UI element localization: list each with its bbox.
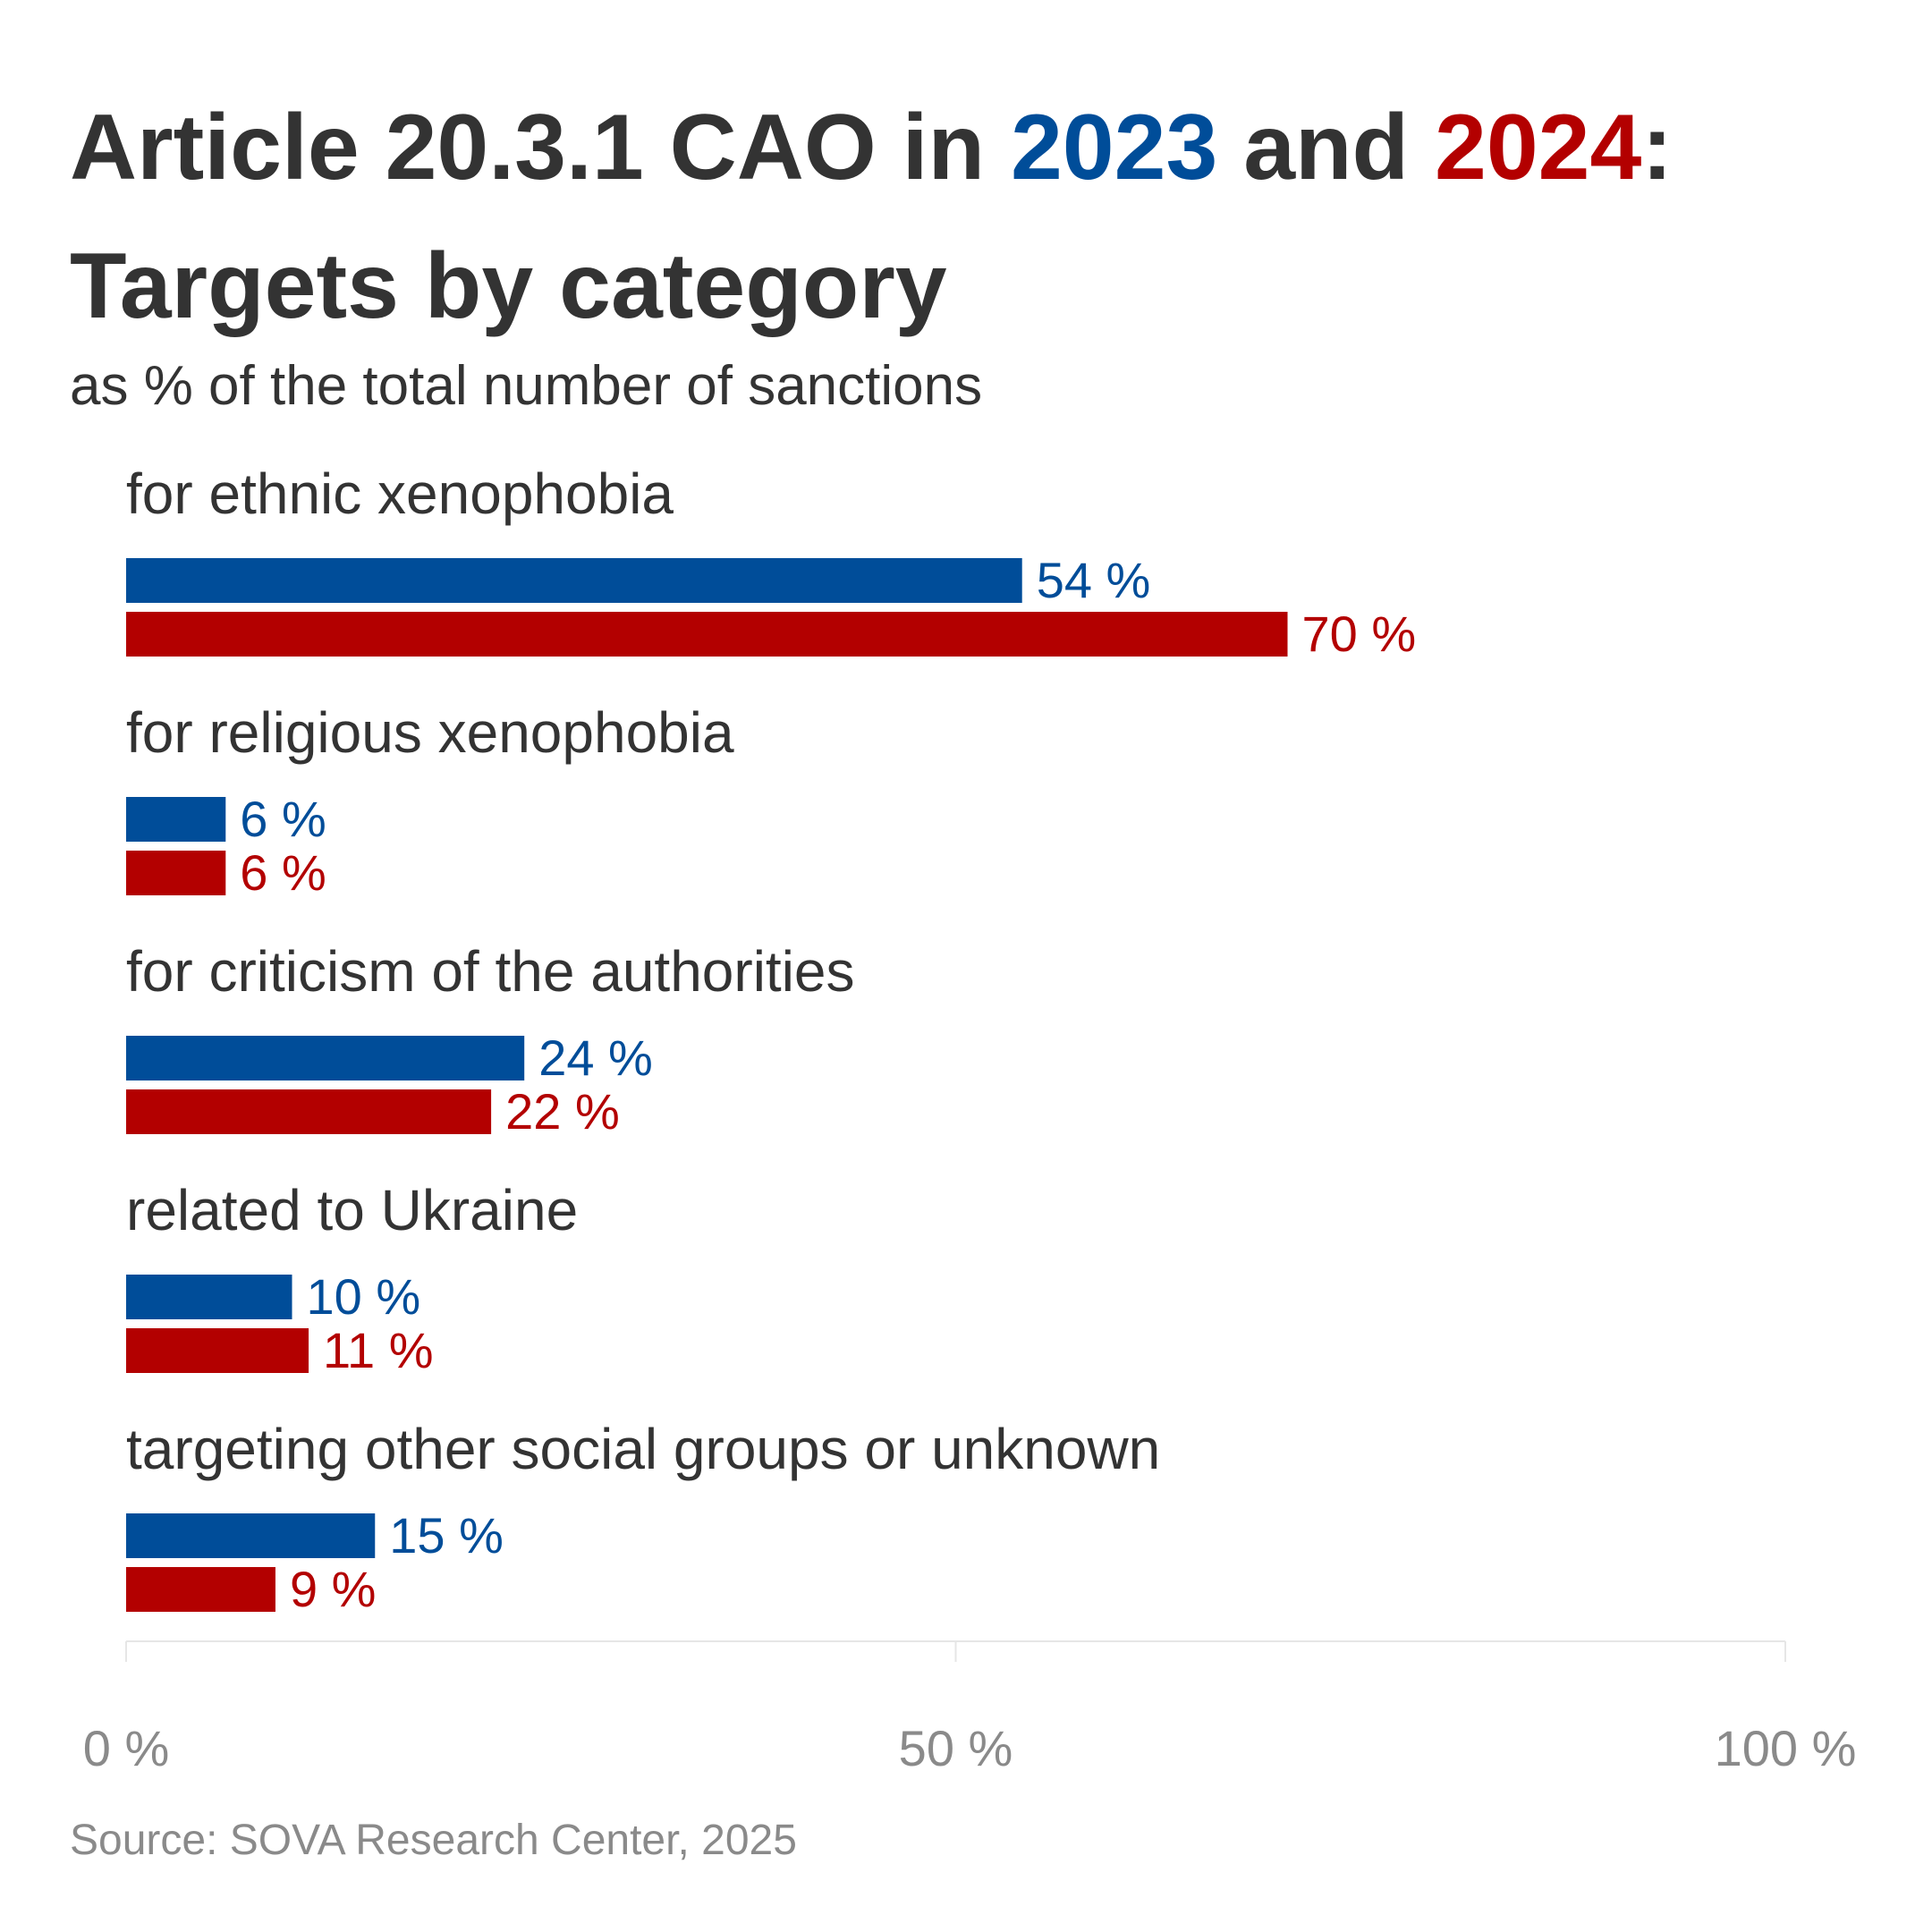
bar-2024 — [126, 1567, 275, 1612]
title-part1: Article 20.3.1 CAO in — [70, 96, 1011, 199]
data-label-2024: 6 % — [240, 844, 326, 901]
bar-2024 — [126, 851, 226, 895]
data-label-2024: 22 % — [505, 1083, 620, 1140]
category-label: for religious xenophobia — [126, 700, 734, 765]
bar-2023 — [126, 1275, 292, 1319]
bar-2024 — [126, 612, 1288, 657]
x-tick-label: 100 % — [1715, 1720, 1857, 1776]
title-part2: and — [1217, 96, 1435, 199]
bar-2024 — [126, 1089, 492, 1134]
category-label: related to Ukraine — [126, 1178, 578, 1242]
data-label-2023: 10 % — [307, 1268, 421, 1325]
title-part3: : — [1641, 96, 1673, 199]
bar-2023 — [126, 1036, 525, 1080]
bar-2023 — [126, 1513, 376, 1558]
x-tick-label: 0 % — [83, 1720, 170, 1776]
x-tick-label: 50 % — [899, 1720, 1013, 1776]
bar-2024 — [126, 1328, 309, 1373]
title-line2: Targets by category — [70, 234, 947, 338]
source-note: Source: SOVA Research Center, 2025 — [70, 1817, 797, 1864]
data-label-2024: 9 % — [290, 1561, 377, 1617]
title-year-2023: 2023 — [1010, 96, 1218, 199]
bar-2023 — [126, 797, 226, 842]
bar-2023 — [126, 558, 1022, 603]
data-label-2024: 70 % — [1302, 606, 1417, 662]
category-label: for criticism of the authorities — [126, 939, 855, 1004]
data-label-2024: 11 % — [323, 1322, 433, 1378]
data-label-2023: 15 % — [389, 1507, 504, 1563]
title-year-2024: 2024 — [1434, 96, 1642, 199]
chart-title: Article 20.3.1 CAO in 2023 and 2024: Targ… — [70, 79, 1877, 356]
chart-subtitle: as % of the total number of sanctions — [70, 355, 983, 417]
data-label-2023: 6 % — [240, 791, 326, 847]
category-label: targeting other social groups or unknown — [126, 1417, 1160, 1481]
category-label: for ethnic xenophobia — [126, 462, 674, 526]
data-label-2023: 24 % — [538, 1030, 653, 1086]
data-label-2023: 54 % — [1037, 552, 1151, 608]
